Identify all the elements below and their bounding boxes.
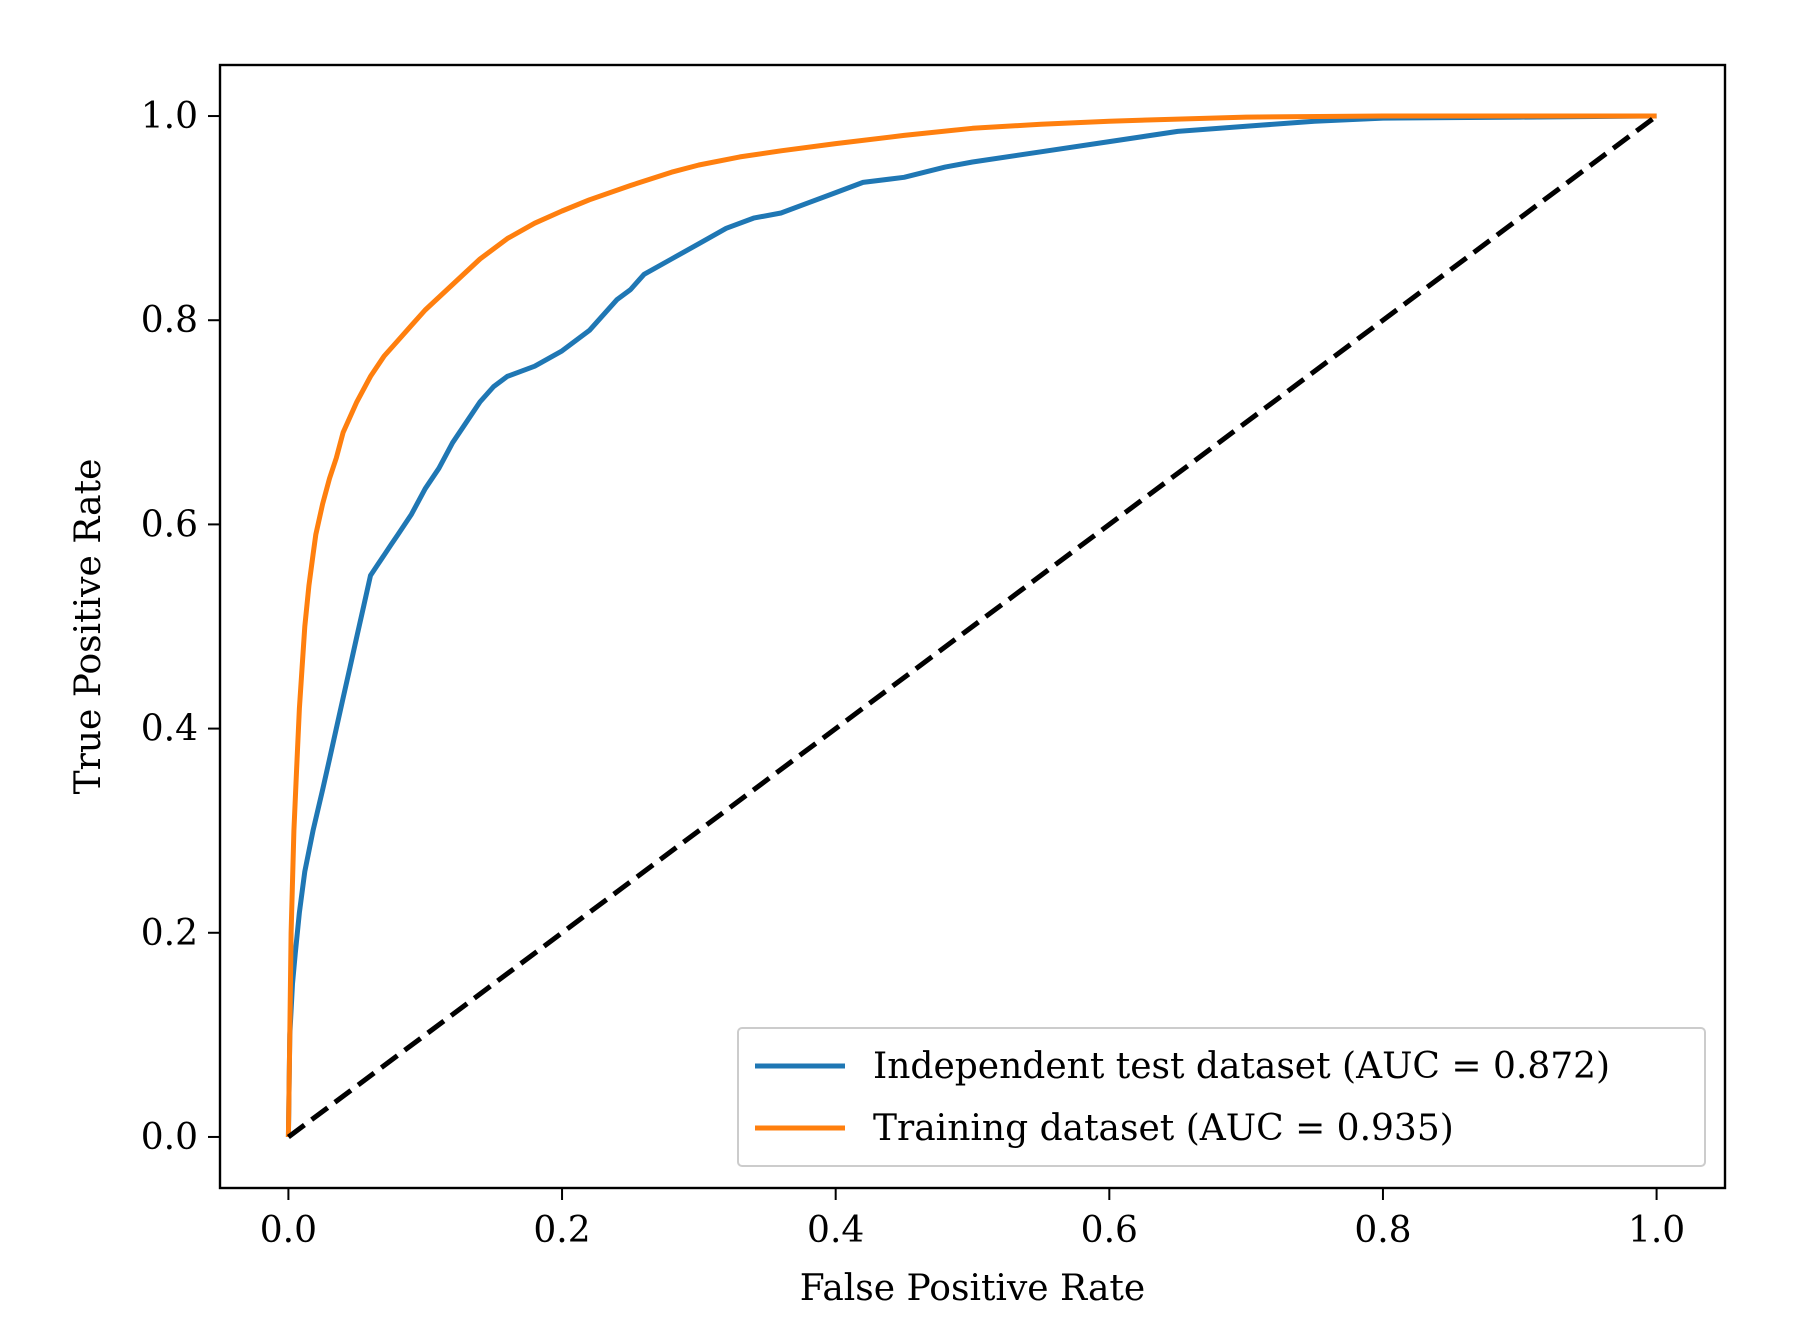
plot-area <box>285 113 1659 1140</box>
x-tick-label: 1.0 <box>1628 1210 1685 1251</box>
x-axis-label: False Positive Rate <box>800 1268 1145 1309</box>
legend-box <box>737 1027 1706 1167</box>
y-tick-label: 0.4 <box>141 709 198 750</box>
chance-line <box>286 113 1659 1140</box>
y-axis-label: True Positive Rate <box>68 459 109 795</box>
y-axis: 0.0 0.2 0.4 0.6 0.8 1.0 <box>141 96 220 1158</box>
x-tick-label: 0.8 <box>1354 1210 1411 1251</box>
y-tick-label: 0.0 <box>141 1117 198 1158</box>
x-tick-label: 0.2 <box>533 1210 590 1251</box>
plot-frame <box>218 63 1727 1190</box>
series-line-0 <box>285 113 1657 1138</box>
legend-label: Training dataset (AUC = 0.935) <box>873 1108 1454 1149</box>
y-tick-label: 0.2 <box>141 913 198 954</box>
x-axis: 0.0 0.2 0.4 0.6 0.8 1.0 <box>260 1188 1685 1251</box>
legend-label: Independent test dataset (AUC = 0.872) <box>873 1046 1610 1087</box>
x-tick-label: 0.0 <box>260 1210 317 1251</box>
y-tick-label: 0.8 <box>141 300 198 341</box>
x-tick-label: 0.6 <box>1081 1210 1138 1251</box>
y-tick-label: 1.0 <box>141 96 198 137</box>
series-line-1 <box>285 113 1657 1138</box>
x-tick-label: 0.4 <box>807 1210 864 1251</box>
legend: Independent test dataset (AUC = 0.872) Tr… <box>737 1027 1706 1167</box>
y-tick-label: 0.6 <box>141 504 198 545</box>
